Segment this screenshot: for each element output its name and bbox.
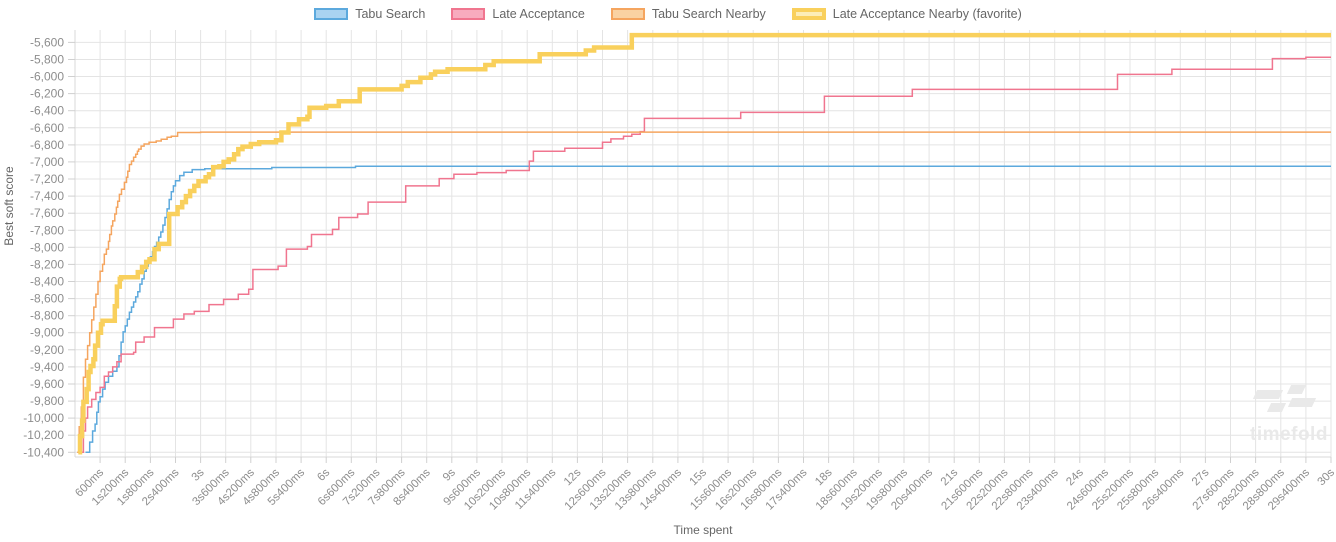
svg-text:-6,400: -6,400 (30, 104, 64, 118)
svg-text:-10,400: -10,400 (23, 445, 64, 459)
svg-text:-7,400: -7,400 (30, 189, 64, 203)
legend-item-tabu-search[interactable]: Tabu Search (314, 7, 425, 21)
svg-text:-7,200: -7,200 (30, 172, 64, 186)
svg-text:-6,200: -6,200 (30, 87, 64, 101)
svg-text:-8,600: -8,600 (30, 292, 64, 306)
svg-text:-9,600: -9,600 (30, 377, 64, 391)
series-tabu-search (85, 165, 1331, 454)
svg-text:-7,600: -7,600 (30, 206, 64, 220)
y-tick-labels: -5,600 -5,800 -6,000 -6,200 -6,400 -6,600 -6,8… (23, 35, 75, 459)
svg-text:-8,400: -8,400 (30, 275, 64, 289)
svg-text:30s: 30s (1316, 466, 1336, 488)
legend-label: Tabu Search (355, 7, 426, 21)
chart-legend: Tabu Search Late Acceptance Tabu Search Ne… (0, 7, 1336, 21)
svg-text:-9,400: -9,400 (30, 360, 64, 374)
svg-text:-7,800: -7,800 (30, 223, 64, 237)
svg-text:-7,000: -7,000 (30, 155, 64, 169)
svg-text:-5,800: -5,800 (30, 53, 64, 67)
legend-item-tabu-search-nearby[interactable]: Tabu Search Nearby (610, 7, 766, 21)
series-tabu-search-nearby (77, 131, 1331, 454)
svg-text:-5,600: -5,600 (30, 35, 64, 49)
svg-text:3s: 3s (190, 466, 207, 483)
x-axis-title: Time spent (673, 523, 733, 537)
svg-text:-9,800: -9,800 (30, 394, 64, 408)
series-late-acceptance-nearby (77, 32, 1331, 455)
y-axis-title: Best soft score (2, 166, 16, 246)
svg-text:-9,000: -9,000 (30, 326, 64, 340)
svg-text:9s: 9s (441, 466, 458, 483)
svg-text:-8,200: -8,200 (30, 257, 64, 271)
timefold-logo-icon (1249, 384, 1329, 418)
svg-text:-6,800: -6,800 (30, 138, 64, 152)
svg-text:6s: 6s (315, 466, 332, 483)
svg-text:-10,200: -10,200 (23, 428, 64, 442)
legend-swatch (451, 8, 486, 20)
svg-text:-6,600: -6,600 (30, 121, 64, 135)
watermark: timefold (1249, 384, 1329, 446)
legend-label: Tabu Search Nearby (651, 7, 766, 21)
svg-text:-8,800: -8,800 (30, 309, 64, 323)
legend-label: Late Acceptance Nearby (favorite) (832, 7, 1022, 21)
grid-layer (74, 30, 1332, 458)
legend-swatch (314, 8, 349, 20)
legend-item-late-acceptance[interactable]: Late Acceptance (451, 7, 585, 21)
legend-swatch (610, 8, 645, 20)
legend-swatch (791, 8, 826, 20)
svg-text:-9,200: -9,200 (30, 343, 64, 357)
series-layer (77, 32, 1331, 455)
series-late-acceptance (81, 56, 1331, 454)
watermark-text: timefold (1250, 424, 1328, 445)
svg-text:-8,000: -8,000 (30, 240, 64, 254)
svg-text:-10,000: -10,000 (23, 411, 64, 425)
legend-label: Late Acceptance (492, 7, 585, 21)
legend-item-late-acceptance-nearby[interactable]: Late Acceptance Nearby (favorite) (791, 7, 1022, 21)
svg-text:-6,000: -6,000 (30, 70, 64, 84)
